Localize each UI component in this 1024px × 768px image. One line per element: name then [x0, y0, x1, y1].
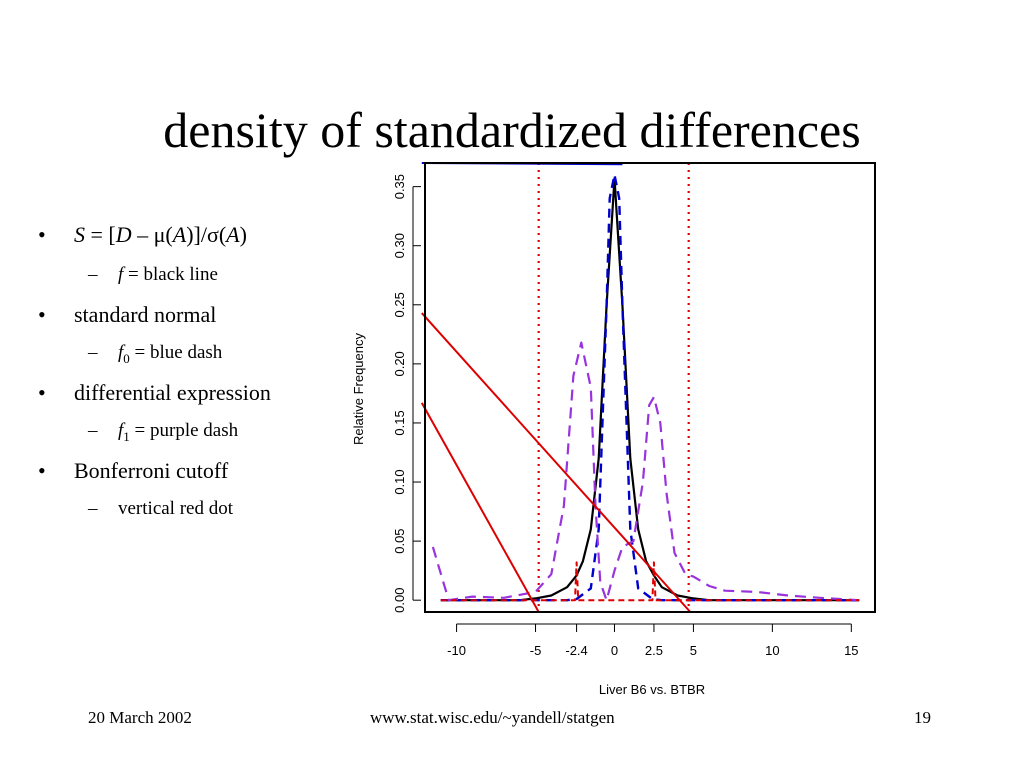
footer-page-number: 19 [914, 708, 931, 727]
x-tick-label: -2.4 [565, 643, 587, 658]
sub-symbol: f [118, 264, 124, 285]
y-axis: 0.00 0.05 0.10 0.15 0.20 0.25 0.30 0.35 [392, 174, 421, 613]
x-tick-label: 15 [844, 643, 858, 658]
y-tick-label: 0.20 [392, 351, 407, 376]
sub-text: = black line [123, 264, 218, 285]
footer-date: 20 March 2002 [88, 708, 192, 727]
series-red-solid-6 [421, 312, 692, 613]
x-tick-label: 0 [611, 643, 618, 658]
x-axis: -10 -5 -2.4 0 2.5 5 10 15 [447, 623, 859, 658]
y-tick-label: 0.35 [392, 174, 407, 199]
series-black-solid-1 [440, 177, 860, 602]
bullet-4: • Bonferroni cutoff [38, 458, 229, 483]
bullet-1: • S = [D – μ(A)]/σ(A) [38, 222, 247, 247]
series-red-solid-7 [420, 402, 540, 613]
bullet-3-sub: – f1 = purple dash [88, 420, 239, 444]
x-tick-label: 5 [690, 643, 697, 658]
series-blue-dash-2 [440, 173, 860, 602]
bullet-3: • differential expression [38, 380, 271, 405]
y-tick-label: 0.15 [392, 410, 407, 435]
x-tick-label: -5 [530, 643, 542, 658]
bullet-2: • standard normal [38, 302, 217, 327]
y-axis-label: Relative Frequency [351, 333, 366, 445]
plot-frame [424, 162, 876, 613]
footer-url: www.stat.wisc.edu/~yandell/statgen [370, 708, 615, 727]
series-purple-dash-3 [431, 341, 860, 602]
x-tick-label: 10 [765, 643, 779, 658]
y-tick-label: 0.00 [392, 588, 407, 613]
y-tick-label: 0.30 [392, 233, 407, 258]
bullet-4-sub: – vertical red dot [88, 498, 234, 519]
slide-title: density of standardized differences [163, 102, 861, 158]
plot-lines [420, 162, 860, 613]
y-tick-label: 0.10 [392, 469, 407, 494]
y-tick-label: 0.05 [392, 528, 407, 553]
bullet-2-sub: – f0 = blue dash [88, 342, 223, 366]
x-axis-label: Liver B6 vs. BTBR [599, 682, 705, 697]
series-red-dash-4 [440, 561, 860, 602]
bullet-1-sub: – f = black line [88, 264, 218, 285]
x-tick-label: 2.5 [645, 643, 663, 658]
y-tick-label: 0.25 [392, 292, 407, 317]
x-tick-label: -10 [447, 643, 466, 658]
